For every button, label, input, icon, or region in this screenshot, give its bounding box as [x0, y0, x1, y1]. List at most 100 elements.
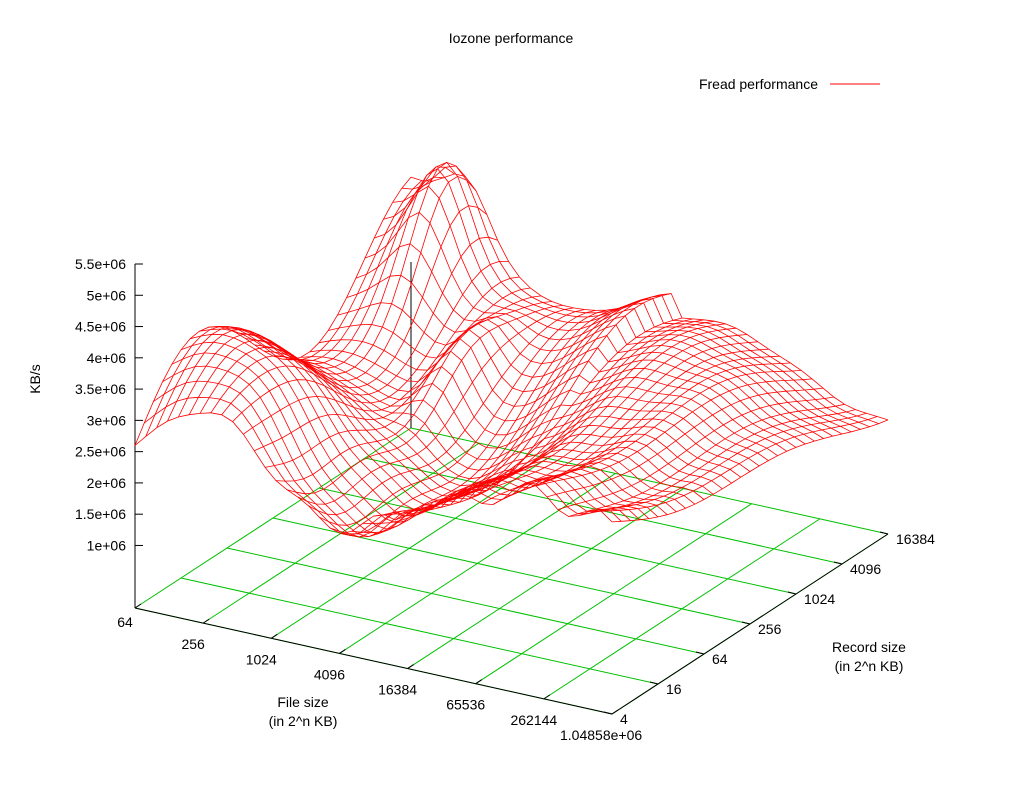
x-tick-mark: [271, 633, 278, 639]
surface-line-file: [178, 166, 455, 418]
surface-line-file: [362, 301, 639, 524]
z-tick-label: 5e+06: [87, 287, 127, 303]
x-tick-label: 64: [117, 614, 133, 630]
surface-line-file: [319, 310, 596, 526]
surface-line-file: [221, 236, 498, 416]
surface-line-file: [568, 403, 845, 517]
surface-line-file: [275, 301, 552, 482]
grid-line-y: [226, 547, 705, 655]
surface-line-file: [134, 176, 412, 446]
surface-line-file: [297, 307, 574, 505]
surface-line-file: [438, 320, 715, 503]
y-tick-mark: [833, 561, 843, 565]
surface-line-file: [340, 308, 618, 538]
y-tick-label: 64: [712, 651, 728, 667]
y-tick-label: 4: [620, 711, 628, 727]
x-tick-label: 1.04858e+06: [560, 727, 642, 743]
y-axis-label-line2: (in 2^n KB): [835, 658, 904, 674]
surface-line-file: [427, 319, 704, 511]
surface-line-file: [416, 318, 693, 516]
y-tick-mark: [787, 591, 797, 595]
z-tick-label: 1e+06: [87, 537, 127, 553]
grid-line-y: [410, 427, 889, 535]
y-ticks: 4 16 64 256 1024 4096 16384: [603, 531, 935, 727]
surface-line-file: [265, 295, 542, 468]
surface-line-file: [557, 396, 834, 510]
axes: [134, 262, 889, 715]
grid-line-y: [180, 577, 659, 685]
surface-line-file: [232, 260, 509, 422]
surface-line-file: [525, 370, 802, 484]
z-tick-label: 4e+06: [87, 350, 127, 366]
y-tick-mark: [695, 651, 705, 655]
x-tick-label: 16384: [378, 682, 417, 698]
z-tick-label: 3.5e+06: [75, 381, 126, 397]
surface-line-file: [449, 323, 726, 495]
z-tick-label: 2.5e+06: [75, 444, 126, 460]
z-tick-label: 2e+06: [87, 475, 127, 491]
surface-line-file: [395, 293, 672, 521]
x-tick-mark: [611, 709, 619, 715]
surface-line-file: [470, 334, 748, 499]
surface-line-file: [188, 161, 466, 415]
y-tick-mark: [879, 531, 889, 535]
surface-line-file: [481, 341, 758, 504]
x-axis-label-line1: File size: [277, 694, 329, 710]
y-tick-mark: [649, 681, 659, 685]
chart-title: Iozone performance: [449, 30, 574, 46]
x-tick-label: 262144: [510, 712, 557, 728]
surface-line-file: [254, 287, 531, 452]
surface-line-file: [611, 419, 889, 523]
x-tick-label: 4096: [314, 666, 345, 682]
y-tick-mark: [741, 621, 751, 625]
x-tick-label: 256: [181, 636, 205, 652]
x-tick-mark: [543, 694, 551, 700]
surface-line-file: [460, 327, 737, 494]
grid-line-y: [318, 487, 797, 595]
x-tick-label: 1024: [246, 651, 277, 667]
surface-line-file: [590, 412, 867, 512]
z-axis-label: KB/s: [27, 364, 43, 394]
surface-line-file: [601, 416, 878, 512]
y-axis-label-line1: Record size: [832, 639, 906, 655]
surface-line-file: [210, 205, 488, 414]
surface-line-file: [243, 276, 520, 435]
surface-line-file: [156, 180, 433, 428]
z-tick-label: 1.5e+06: [75, 506, 126, 522]
grid-line-y: [272, 517, 751, 625]
z-tick-label: 3e+06: [87, 412, 127, 428]
y-tick-mark: [603, 711, 613, 715]
x-tick-mark: [407, 664, 414, 669]
surface-line-file: [373, 297, 650, 517]
x-tick-mark: [202, 618, 210, 624]
surface-line-file: [546, 387, 824, 498]
y-tick-label: 4096: [850, 561, 881, 577]
surface-line-file: [579, 409, 856, 516]
surface-line-file: [308, 309, 585, 516]
x-tick-mark: [339, 649, 346, 654]
y-tick-label: 16: [666, 681, 682, 697]
legend-label: Fread performance: [699, 76, 818, 92]
legend: Fread performance: [699, 76, 880, 92]
y-tick-label: 1024: [804, 591, 835, 607]
x-tick-mark: [475, 679, 482, 685]
surface-mesh: [134, 161, 889, 538]
surface-line-file: [384, 294, 661, 516]
surface-line-file: [167, 176, 444, 422]
surface-line-record: [236, 332, 714, 497]
surface-line-file: [286, 305, 563, 495]
z-tick-label: 4.5e+06: [75, 319, 126, 335]
x-tick-label: 65536: [446, 697, 485, 713]
z-tick-label: 5.5e+06: [75, 256, 126, 272]
surface-line-file: [199, 175, 477, 414]
y-tick-label: 16384: [896, 531, 935, 547]
z-ticks: 1e+06 1.5e+06 2e+06 2.5e+06 3e+06 3.5e+06 4e+0…: [75, 256, 143, 553]
surface-line-file: [329, 309, 607, 535]
surface-line-file: [535, 378, 813, 487]
surface-line-file: [503, 355, 780, 499]
x-tick-mark: [134, 603, 142, 609]
surface-line-record: [263, 350, 742, 480]
surface-line-file: [351, 305, 628, 534]
